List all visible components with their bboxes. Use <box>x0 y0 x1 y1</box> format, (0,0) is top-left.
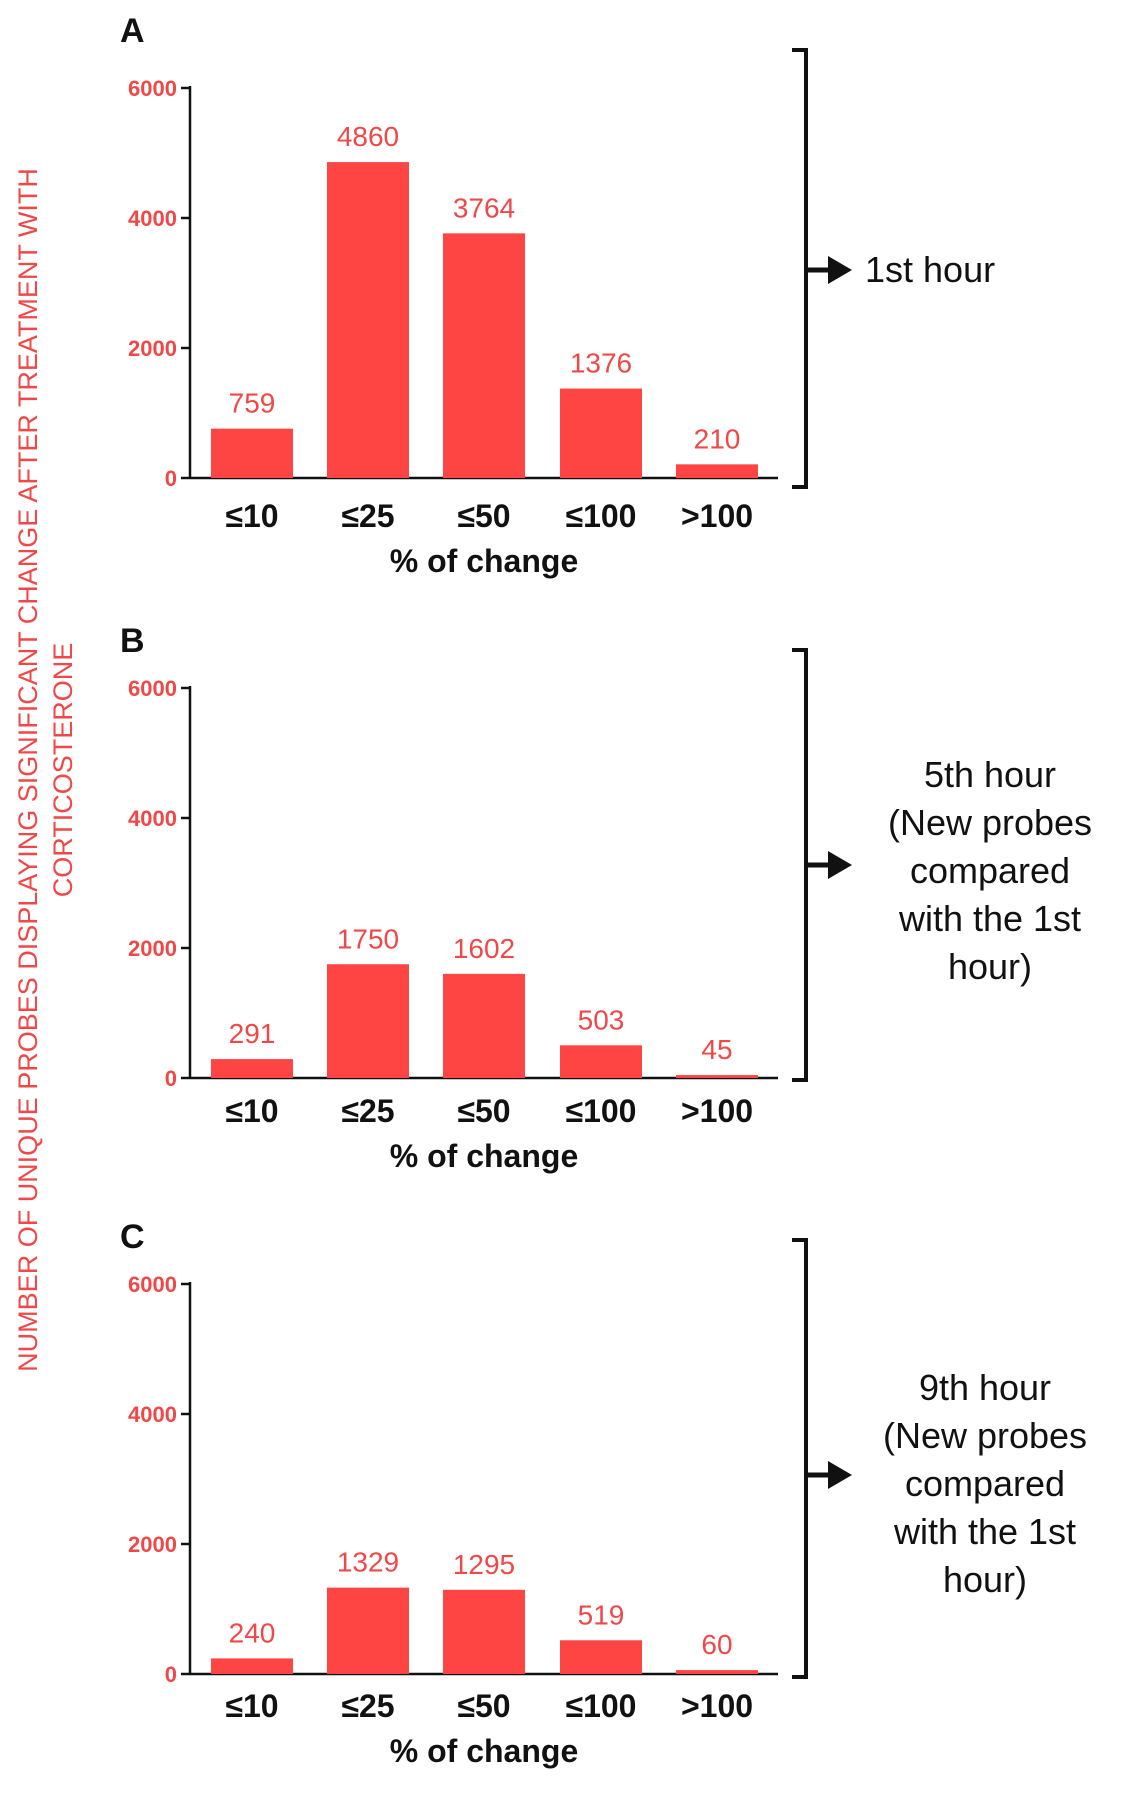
y-axis-label-line: CORTICOSTERONE <box>48 643 78 898</box>
bar-value-label: 240 <box>229 1617 276 1648</box>
panel-note-line: 1st hour <box>865 249 995 290</box>
bar-value-label: 60 <box>701 1629 732 1660</box>
panel-note: 5th hour (New probes compared with the 1st h… <box>888 754 1092 987</box>
bar-value-label: 210 <box>694 423 741 454</box>
bar <box>327 1587 409 1674</box>
arrow-right-icon <box>828 256 852 284</box>
arrow-right-icon <box>828 851 852 879</box>
panel-letter: B <box>120 622 145 660</box>
bar-value-label: 519 <box>578 1599 625 1630</box>
panel-note-line: (New probes <box>883 1415 1087 1456</box>
bar <box>327 964 409 1078</box>
bar-value-label: 291 <box>229 1018 276 1049</box>
chart-panel-c: C 0 2000 4000 6000 240 ≤10 1329 ≤25 1295 ≤50 519 ≤10… <box>120 1218 1087 1769</box>
chart-panel-a: A 0 2000 4000 6000 759 ≤10 4860 ≤25 3764 ≤50 1376 ≤1… <box>120 12 995 579</box>
bar-value-label: 1329 <box>337 1547 399 1578</box>
x-axis-title: % of change <box>390 543 578 579</box>
x-tick-label: ≤50 <box>457 1093 510 1129</box>
x-tick-label: >100 <box>681 1093 753 1129</box>
x-axis-title: % of change <box>390 1138 578 1174</box>
bar-value-label: 503 <box>578 1004 625 1035</box>
panel-note-line: (New probes <box>888 802 1092 843</box>
x-axis-title: % of change <box>390 1733 578 1769</box>
x-tick-label: >100 <box>681 1688 753 1724</box>
panel-note: 9th hour (New probes compared with the 1st h… <box>883 1367 1087 1600</box>
y-tick-label: 4000 <box>128 806 177 831</box>
bar <box>211 1059 293 1078</box>
panel-note-line: with the 1st <box>893 1511 1076 1552</box>
y-tick-label: 4000 <box>128 1402 177 1427</box>
bar <box>676 1075 758 1078</box>
bar-value-label: 1602 <box>453 933 515 964</box>
x-tick-label: ≤10 <box>225 498 278 534</box>
x-tick-label: ≤100 <box>566 1688 637 1724</box>
panel-note-line: 9th hour <box>919 1367 1051 1408</box>
bar-value-label: 3764 <box>453 192 515 223</box>
bar <box>443 1589 525 1674</box>
y-tick-label: 0 <box>165 1662 177 1687</box>
bar-value-label: 1750 <box>337 923 399 954</box>
bracket <box>792 1238 808 1679</box>
y-tick-label: 2000 <box>128 336 177 361</box>
y-tick-label: 4000 <box>128 206 177 231</box>
bar <box>560 388 642 478</box>
y-tick-label: 0 <box>165 466 177 491</box>
x-tick-label: ≤25 <box>341 498 394 534</box>
panel-note-line: hour) <box>943 1559 1027 1600</box>
bar <box>211 428 293 478</box>
bracket <box>792 648 808 1082</box>
y-tick-label: 6000 <box>128 76 177 101</box>
bracket <box>792 48 808 489</box>
y-tick-label: 6000 <box>128 676 177 701</box>
x-tick-label: ≤100 <box>566 1093 637 1129</box>
bar-value-label: 1295 <box>453 1549 515 1580</box>
bar <box>443 233 525 478</box>
y-tick-label: 0 <box>165 1066 177 1091</box>
panel-note-line: compared <box>905 1463 1065 1504</box>
panel-note-line: compared <box>910 850 1070 891</box>
y-tick-label: 6000 <box>128 1272 177 1297</box>
x-tick-label: ≤25 <box>341 1093 394 1129</box>
arrow-right-icon <box>828 1461 852 1489</box>
panel-note-line: 5th hour <box>924 754 1056 795</box>
bar <box>211 1658 293 1674</box>
panel-note: 1st hour <box>865 249 995 290</box>
x-tick-label: >100 <box>681 498 753 534</box>
bar <box>443 973 525 1078</box>
x-tick-label: ≤10 <box>225 1093 278 1129</box>
x-tick-label: ≤25 <box>341 1688 394 1724</box>
x-tick-label: ≤50 <box>457 498 510 534</box>
bar <box>560 1640 642 1674</box>
x-tick-label: ≤50 <box>457 1688 510 1724</box>
x-tick-label: ≤10 <box>225 1688 278 1724</box>
bar-value-label: 4860 <box>337 121 399 152</box>
panel-letter: C <box>120 1218 145 1256</box>
bar-value-label: 45 <box>701 1034 732 1065</box>
chart-panel-b: B 0 2000 4000 6000 291 ≤10 1750 ≤25 1602 ≤50 503 ≤10… <box>120 622 1092 1174</box>
bar-value-label: 759 <box>229 388 276 419</box>
panel-letter: A <box>120 12 145 50</box>
bar <box>327 162 409 478</box>
y-tick-label: 2000 <box>128 1532 177 1557</box>
panel-note-line: with the 1st <box>898 898 1081 939</box>
bar <box>676 464 758 478</box>
y-axis-label-line: NUMBER OF UNIQUE PROBES DISPLAYING SIGNI… <box>13 168 43 1372</box>
bar-value-label: 1376 <box>570 348 632 379</box>
panel-note-line: hour) <box>948 946 1032 987</box>
y-axis-label: NUMBER OF UNIQUE PROBES DISPLAYING SIGNI… <box>13 168 78 1372</box>
bar <box>676 1670 758 1674</box>
bar <box>560 1045 642 1078</box>
x-tick-label: ≤100 <box>566 498 637 534</box>
y-tick-label: 2000 <box>128 936 177 961</box>
